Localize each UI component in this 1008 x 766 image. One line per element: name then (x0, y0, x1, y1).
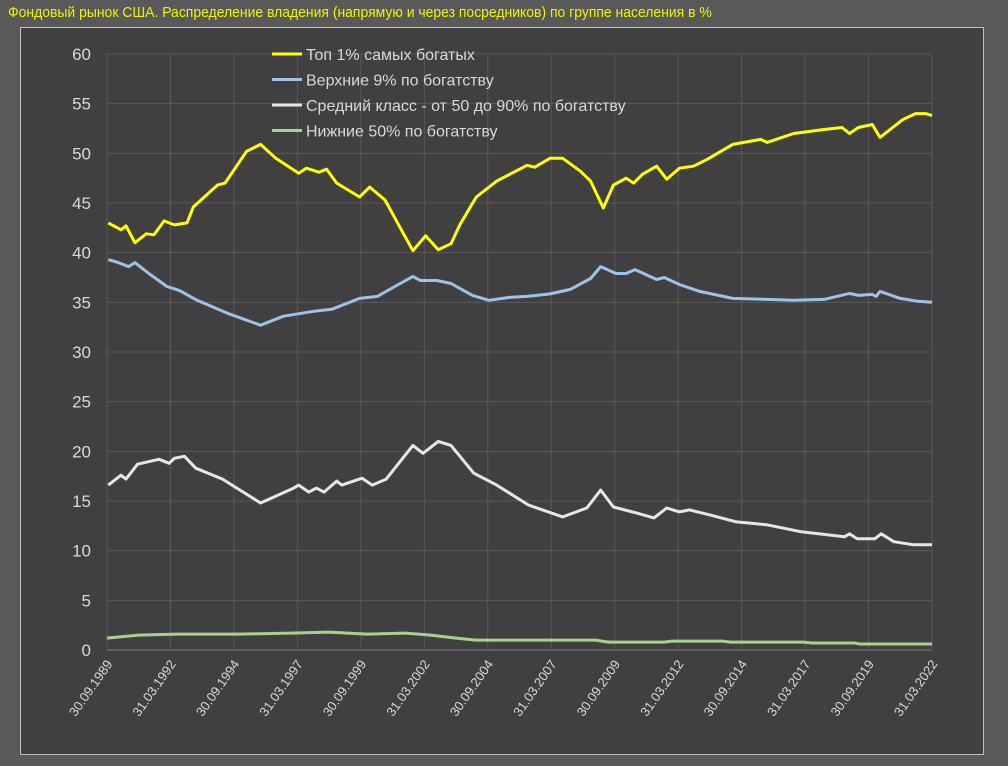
y-tick-label: 45 (72, 194, 91, 213)
x-tick-label: 30.09.2019 (827, 657, 877, 719)
y-tick-label: 25 (72, 393, 91, 412)
y-tick-label: 50 (72, 144, 91, 163)
x-tick-label: 31.03.1997 (256, 657, 306, 719)
x-tick-label: 31.03.2007 (510, 657, 560, 719)
x-tick-label: 30.09.2014 (700, 657, 750, 719)
x-tick-label: 30.09.1994 (193, 657, 243, 719)
y-tick-label: 20 (72, 442, 91, 461)
y-tick-label: 30 (72, 343, 91, 362)
x-tick-label: 31.03.2017 (764, 657, 814, 719)
x-tick-label: 31.03.2012 (637, 657, 687, 719)
x-tick-label: 30.09.2004 (447, 657, 497, 719)
legend-label-3: Нижние 50% по богатству (306, 124, 498, 141)
y-tick-label: 15 (72, 492, 91, 511)
x-tick-label: 31.03.2022 (891, 657, 941, 719)
x-tick-label: 30.09.2009 (574, 657, 624, 719)
y-tick-label: 10 (72, 542, 91, 561)
chart-title: Фондовый рынок США. Распределение владен… (8, 4, 712, 21)
series-line-1 (107, 258, 933, 327)
x-tick-label: 31.03.2002 (383, 657, 433, 719)
x-tick-label: 31.03.1992 (129, 657, 179, 719)
series-line-2 (107, 439, 932, 547)
y-tick-label: 5 (82, 591, 91, 610)
y-tick-label: 35 (72, 293, 91, 312)
series-line-3 (106, 630, 932, 646)
legend-label-2: Средний класс - от 50 до 90% по богатств… (306, 98, 626, 115)
x-tick-label: 30.09.1999 (320, 657, 370, 719)
y-tick-label: 60 (72, 45, 91, 64)
legend-label-0: Топ 1% самых богатых (306, 47, 475, 64)
y-tick-label: 55 (72, 95, 91, 114)
series-line-0 (107, 112, 933, 253)
x-tick-label: 30.09.1989 (66, 657, 116, 719)
y-tick-label: 40 (72, 244, 91, 263)
y-tick-label: 0 (82, 641, 91, 660)
legend-label-1: Верхние 9% по богатству (306, 73, 494, 90)
